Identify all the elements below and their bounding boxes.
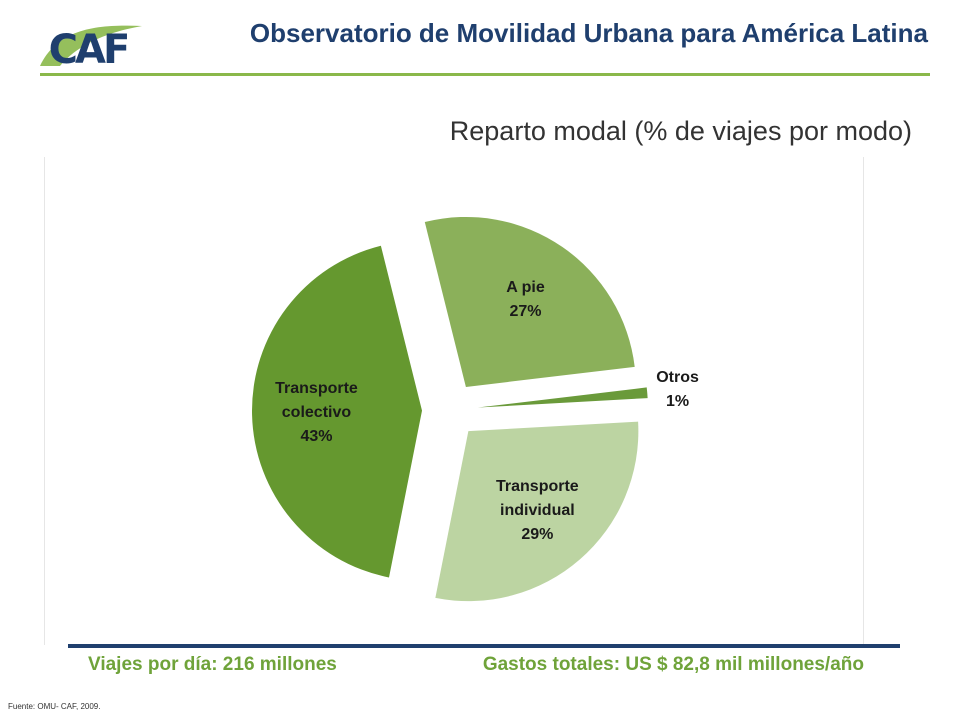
slice-label-name: colectivo — [281, 404, 352, 422]
slice-label-value: 43% — [300, 428, 333, 446]
slice-label-name: individual — [500, 501, 575, 519]
trips-per-day-stat: Viajes por día: 216 millones — [88, 654, 337, 675]
footer-divider — [68, 644, 900, 648]
total-spending-stat: Gastos totales: US $ 82,8 mil millones/a… — [482, 654, 864, 675]
slice-label-name: Transporte — [275, 380, 358, 398]
header-divider — [40, 73, 930, 76]
logo-text: CAF — [49, 27, 128, 68]
slice-label-name: Otros — [656, 369, 699, 387]
chart-frame — [44, 157, 864, 645]
slice-label-value: 29% — [521, 525, 554, 543]
pie-slice — [424, 216, 635, 387]
slice-label-name: A pie — [506, 279, 545, 297]
caf-logo: CAF — [40, 25, 142, 68]
slice-label-value: 1% — [665, 393, 690, 411]
page-title: Observatorio de Movilidad Urbana para Am… — [249, 18, 928, 48]
slice-label-value: 27% — [509, 303, 542, 321]
slice-label: Transporte individual 29% — [496, 475, 579, 547]
slice-label-name: Transporte — [496, 477, 579, 495]
pie-slice — [252, 245, 423, 578]
chart-title: Reparto modal (% de viajes por modo) — [449, 116, 912, 146]
pie-slice — [435, 421, 639, 602]
pie-slice — [477, 387, 648, 408]
slice-label: A pie 27% — [506, 276, 545, 324]
source-note: Fuente: OMU- CAF, 2009. — [8, 702, 101, 711]
slice-label: Otros 1% — [656, 366, 699, 414]
slice-label: Transporte colectivo 43% — [275, 377, 358, 449]
logo-swoosh — [40, 25, 142, 66]
